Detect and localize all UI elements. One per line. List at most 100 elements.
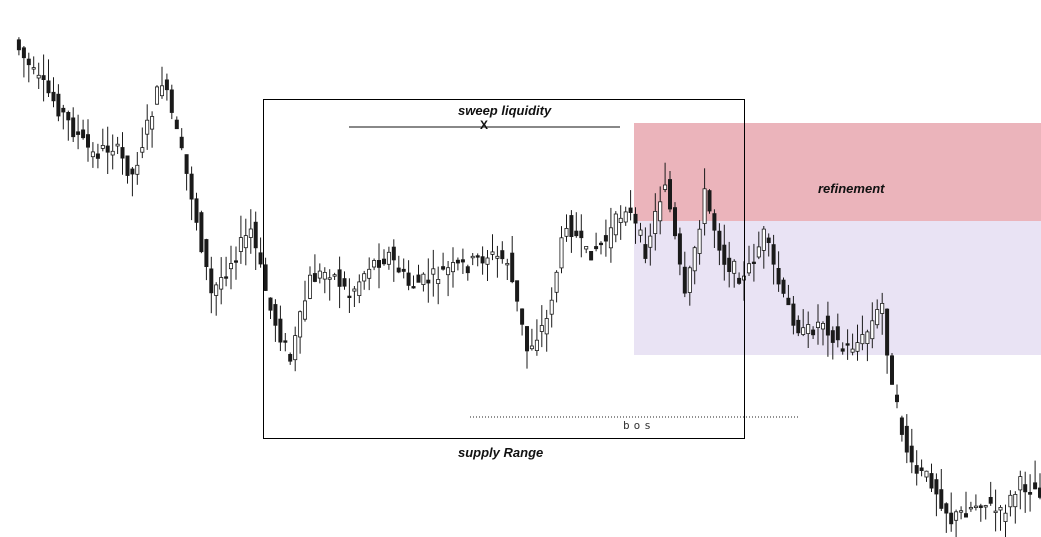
candle-bear — [381, 258, 386, 265]
candle-bull — [436, 278, 441, 284]
candle-bull — [90, 151, 95, 158]
candle-bear — [500, 250, 505, 260]
candle-bear — [796, 319, 801, 334]
candle-bear — [194, 198, 199, 223]
candle-bear — [988, 496, 993, 504]
candle-bear — [682, 266, 687, 294]
candle-bull — [327, 277, 332, 280]
candle-bear — [426, 279, 431, 284]
candle-bear — [1023, 484, 1028, 493]
candle-bear — [520, 308, 525, 325]
candle-bear — [978, 505, 983, 508]
candle-bull — [228, 263, 233, 270]
candle-bear — [603, 235, 608, 242]
candle-bull — [850, 348, 855, 353]
candle-bear — [16, 39, 21, 51]
candle-bear — [224, 276, 229, 279]
candle-bull — [554, 271, 559, 293]
candle-bear — [707, 190, 712, 212]
candle-bull — [954, 511, 959, 521]
candle-bull — [302, 300, 307, 320]
candle-bull — [1018, 476, 1023, 491]
candle-bull — [485, 257, 490, 265]
candle-bear — [717, 230, 722, 251]
sweep-liquidity-label: sweep liquidity — [458, 103, 552, 118]
candle-bear — [406, 272, 411, 286]
candle-bull — [159, 85, 164, 97]
candle-bear — [712, 213, 717, 231]
candle-bear — [26, 58, 31, 66]
candle-bear — [120, 147, 125, 159]
candle-bull — [219, 277, 224, 290]
candle-bear — [189, 173, 194, 200]
candle-bear — [885, 308, 890, 356]
candle-bear — [845, 343, 850, 346]
candle-bear — [964, 513, 969, 518]
candle-bear — [455, 259, 460, 264]
candle-bear — [41, 75, 46, 80]
candle-bull — [544, 318, 549, 335]
candle-bull — [821, 322, 826, 330]
candle-bear — [125, 155, 130, 176]
candle-bear — [416, 274, 421, 283]
candles-layer — [16, 37, 1041, 537]
candle-bull — [298, 311, 303, 338]
candle-bull — [875, 309, 880, 326]
candle-bear — [899, 417, 904, 435]
candle-bull — [243, 235, 248, 249]
candle-bull — [539, 325, 544, 332]
candle-bull — [307, 274, 312, 299]
candle-bear — [441, 266, 446, 270]
candle-bull — [697, 228, 702, 254]
candle-bull — [761, 228, 766, 251]
candle-bull — [559, 237, 564, 269]
candle-bear — [628, 207, 633, 213]
candle-bear — [673, 207, 678, 237]
candle-bull — [983, 505, 988, 508]
candle-bear — [76, 131, 81, 135]
candle-bull — [1008, 494, 1013, 508]
candle-bear — [737, 277, 742, 284]
candle-bull — [747, 263, 752, 274]
candle-bear — [51, 91, 56, 102]
candle-bull — [702, 188, 707, 225]
candle-bear — [909, 445, 914, 463]
candle-bear — [751, 261, 756, 265]
candle-bull — [529, 345, 534, 350]
candle-bear — [337, 269, 342, 287]
candle-bear — [825, 315, 830, 336]
candle-bull — [421, 273, 426, 286]
candle-bear — [1038, 487, 1041, 498]
candle-bear — [263, 264, 268, 291]
candle-bull — [860, 334, 865, 345]
candle-bear — [465, 266, 470, 274]
candle-bull — [431, 268, 436, 275]
candle-bull — [663, 184, 668, 190]
candle-bear — [929, 473, 934, 489]
candle-bull — [357, 281, 362, 296]
candle-bull — [214, 284, 219, 296]
candle-bull — [1003, 512, 1008, 523]
candle-bear — [569, 215, 574, 238]
candle-bull — [145, 119, 150, 135]
candle-bear — [391, 246, 396, 261]
supply-range-label: supply Range — [458, 445, 544, 460]
candle-bull — [618, 217, 623, 224]
candle-bull — [238, 237, 243, 252]
candle-bull — [584, 245, 589, 250]
candle-bull — [367, 268, 372, 279]
candle-bull — [154, 86, 159, 105]
candle-bear — [771, 244, 776, 265]
candle-bull — [549, 299, 554, 315]
candle-bull — [648, 235, 653, 248]
candle-bear — [643, 244, 648, 259]
candle-bull — [495, 255, 500, 259]
candle-bear — [61, 107, 66, 113]
candle-bear — [105, 145, 110, 153]
candle-bear — [81, 129, 86, 139]
candle-bull — [490, 251, 495, 255]
candle-bull — [993, 510, 998, 514]
candle-bull — [756, 246, 761, 258]
candle-bull — [115, 143, 120, 147]
